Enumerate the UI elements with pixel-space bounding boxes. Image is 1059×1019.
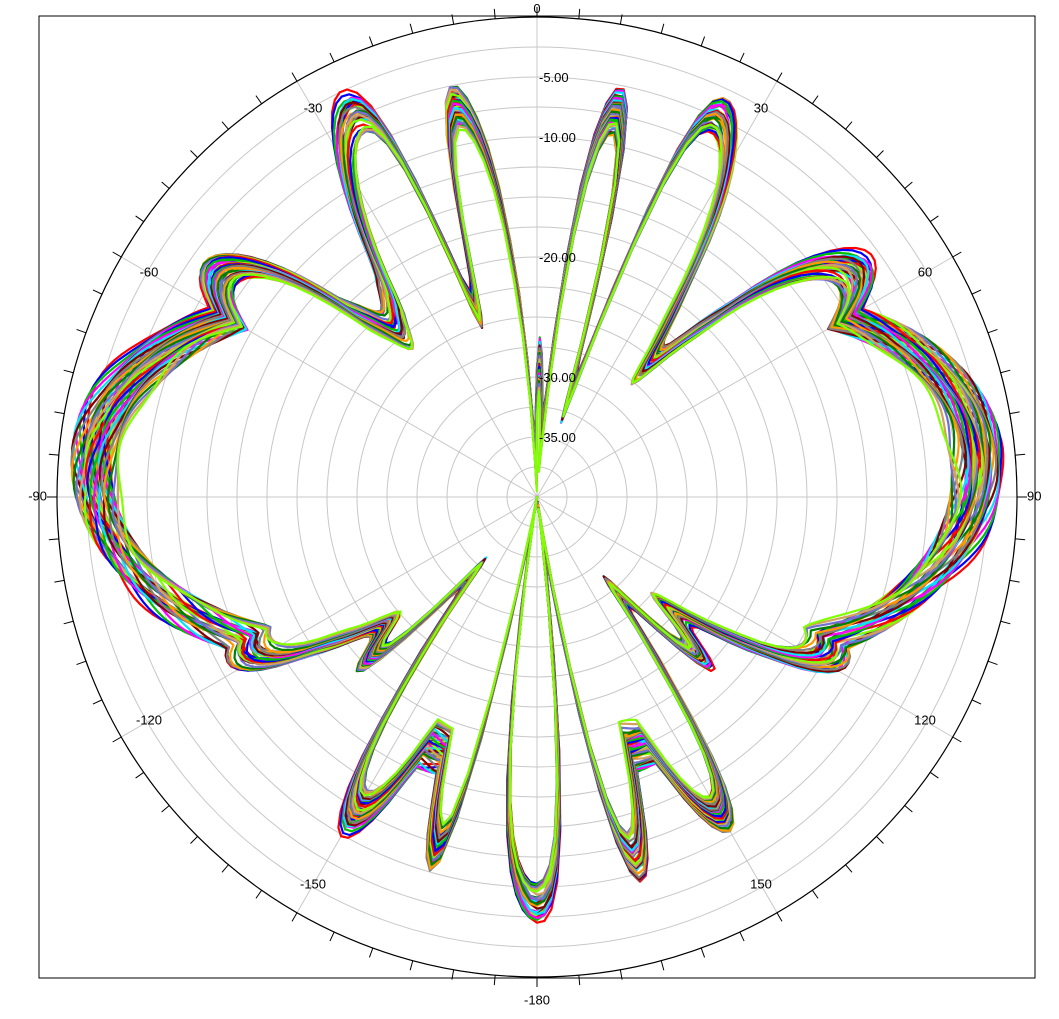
grid-spoke <box>536 496 778 913</box>
angle-tick <box>76 660 87 666</box>
angle-tick <box>776 72 783 82</box>
angle-tick <box>291 72 298 82</box>
angle-tick <box>952 251 962 258</box>
angle-tick <box>329 52 335 63</box>
angle-tick <box>845 864 853 873</box>
angle-label: 120 <box>914 712 936 727</box>
angle-tick <box>700 947 706 958</box>
angle-label: 0 <box>533 1 540 16</box>
angle-label: -30 <box>304 100 323 115</box>
angle-tick <box>92 289 103 295</box>
radial-label: -5.00 <box>539 70 569 85</box>
angle-tick <box>92 699 103 705</box>
angle-tick <box>63 620 74 625</box>
angle-tick <box>135 771 145 779</box>
angle-tick <box>904 181 913 189</box>
angle-tick <box>161 181 170 189</box>
angle-tick <box>76 328 87 334</box>
angle-tick <box>811 889 819 899</box>
radial-label: -35.00 <box>539 430 576 445</box>
grid-spoke <box>536 256 953 498</box>
angle-tick <box>739 52 745 63</box>
angle-tick <box>451 969 455 980</box>
angle-tick <box>368 36 374 47</box>
angle-tick <box>876 836 884 844</box>
angle-tick <box>54 411 65 415</box>
angle-tick <box>1009 579 1020 583</box>
angle-tick <box>1015 538 1026 541</box>
angle-tick <box>112 251 122 258</box>
angle-tick <box>1009 411 1020 415</box>
angle-tick <box>161 805 170 813</box>
angle-label: -120 <box>136 712 162 727</box>
angle-tick <box>700 36 706 47</box>
angle-tick <box>409 960 414 971</box>
radial-label: -10.00 <box>539 130 576 145</box>
angle-tick <box>221 121 229 130</box>
angle-tick <box>112 736 122 743</box>
angle-tick <box>904 805 913 813</box>
radial-label: -30.00 <box>539 370 576 385</box>
grid-spoke <box>121 496 538 738</box>
angle-tick <box>291 912 298 922</box>
angle-label: 60 <box>918 264 932 279</box>
angle-tick <box>329 931 335 942</box>
angle-label: 30 <box>754 100 768 115</box>
angle-tick <box>221 864 229 873</box>
axis-labels: 0 30 60 90 120 150 -180 -150 -120 -90 -60 -30 -5.00 -… <box>28 1 1041 1007</box>
angle-tick <box>493 975 496 986</box>
angle-tick <box>619 969 623 980</box>
angle-tick <box>451 14 455 25</box>
angle-label: -180 <box>524 992 550 1007</box>
angle-tick <box>255 889 263 899</box>
radial-label: -20.00 <box>539 250 576 265</box>
angle-tick <box>987 660 998 666</box>
angle-tick <box>1000 620 1011 625</box>
angle-tick <box>952 736 962 743</box>
angle-tick <box>660 23 665 34</box>
angle-tick <box>578 975 581 986</box>
angle-tick <box>409 23 414 34</box>
angle-tick <box>971 699 982 705</box>
angle-tick <box>190 150 198 158</box>
angle-tick <box>776 912 783 922</box>
pattern-curve <box>116 122 963 893</box>
angle-tick <box>578 8 581 19</box>
pattern-curves <box>70 85 1005 924</box>
angle-tick <box>1015 453 1026 456</box>
angle-tick <box>493 8 496 19</box>
angle-tick <box>987 328 998 334</box>
angle-tick <box>929 215 939 223</box>
grid-spoke <box>536 496 953 738</box>
grid-spoke <box>296 496 538 913</box>
angle-tick <box>63 369 74 374</box>
angle-tick <box>845 121 853 130</box>
angle-tick <box>48 538 59 541</box>
angle-label: -150 <box>300 876 326 891</box>
angle-label: -60 <box>140 264 159 279</box>
angle-tick <box>368 947 374 958</box>
angle-label: -90 <box>28 488 47 503</box>
angle-tick <box>876 150 884 158</box>
angle-tick <box>54 579 65 583</box>
angle-tick <box>811 95 819 105</box>
angle-tick <box>739 931 745 942</box>
angle-tick <box>929 771 939 779</box>
angle-tick <box>48 453 59 456</box>
angular-ticks <box>47 7 1027 987</box>
angle-tick <box>971 289 982 295</box>
angle-tick <box>255 95 263 105</box>
angle-tick <box>135 215 145 223</box>
angle-tick <box>660 960 665 971</box>
angle-tick <box>1000 369 1011 374</box>
grid-spoke <box>536 81 778 498</box>
angle-label: 150 <box>750 876 772 891</box>
angle-label: 90 <box>1027 488 1041 503</box>
angle-tick <box>190 836 198 844</box>
angle-tick <box>619 14 623 25</box>
grid-spoke <box>121 256 538 498</box>
